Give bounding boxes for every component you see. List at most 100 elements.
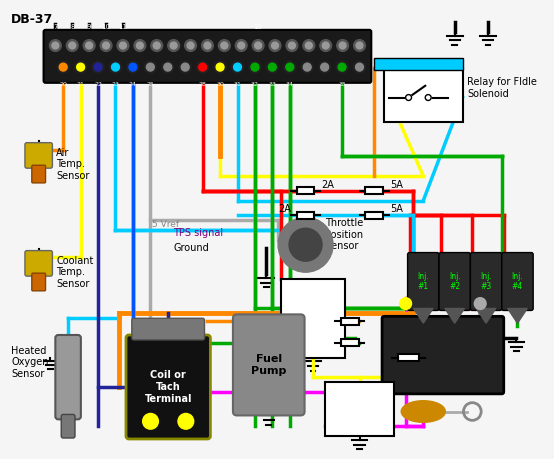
Circle shape	[234, 63, 242, 71]
Circle shape	[170, 42, 177, 49]
Circle shape	[303, 39, 315, 51]
Text: DB-37: DB-37	[11, 13, 53, 26]
Text: Inj.
#4: Inj. #4	[511, 272, 524, 291]
Circle shape	[164, 63, 172, 71]
Text: 23: 23	[111, 82, 120, 87]
Circle shape	[238, 42, 245, 49]
Text: 84: 84	[308, 345, 318, 353]
FancyBboxPatch shape	[32, 165, 45, 183]
FancyBboxPatch shape	[25, 251, 53, 276]
Text: 11: 11	[119, 24, 127, 30]
Circle shape	[184, 39, 197, 51]
Circle shape	[356, 42, 363, 49]
Text: 34: 34	[286, 82, 294, 87]
Text: 87: 87	[283, 282, 293, 291]
Circle shape	[221, 42, 228, 49]
Text: 84: 84	[355, 426, 364, 432]
FancyBboxPatch shape	[382, 316, 504, 394]
Circle shape	[146, 63, 154, 71]
Bar	[375, 58, 463, 70]
FancyBboxPatch shape	[126, 335, 211, 439]
Circle shape	[52, 42, 59, 49]
FancyBboxPatch shape	[55, 335, 81, 420]
FancyBboxPatch shape	[470, 252, 502, 310]
Circle shape	[319, 61, 331, 73]
Circle shape	[232, 61, 243, 73]
Circle shape	[86, 42, 93, 49]
Circle shape	[252, 39, 264, 51]
Circle shape	[92, 61, 104, 73]
Text: 87: 87	[333, 282, 343, 291]
Circle shape	[474, 298, 486, 309]
Text: 32: 32	[251, 82, 259, 87]
Circle shape	[117, 39, 129, 51]
Circle shape	[57, 61, 69, 73]
Circle shape	[337, 39, 348, 51]
FancyBboxPatch shape	[233, 314, 305, 415]
Text: 10 A: 10 A	[322, 330, 344, 340]
Circle shape	[134, 39, 146, 51]
Text: 9: 9	[87, 24, 91, 30]
Text: 35: 35	[338, 82, 346, 87]
Circle shape	[305, 42, 312, 49]
Text: 28: 28	[199, 82, 207, 87]
Circle shape	[322, 42, 329, 49]
Bar	[297, 212, 314, 218]
Text: Fuel
Pump: Fuel Pump	[251, 354, 286, 376]
Text: 21: 21	[76, 82, 85, 87]
Text: 30: 30	[216, 82, 224, 87]
Text: Coil or
Tach
Terminal: Coil or Tach Terminal	[145, 370, 192, 403]
Circle shape	[187, 42, 194, 49]
Text: 10: 10	[101, 24, 111, 30]
Circle shape	[251, 63, 259, 71]
Circle shape	[400, 298, 412, 309]
Circle shape	[249, 61, 261, 73]
Text: Ground: Ground	[173, 243, 209, 252]
Circle shape	[214, 61, 226, 73]
Polygon shape	[507, 308, 527, 323]
Circle shape	[353, 39, 366, 51]
Text: 87: 87	[381, 387, 390, 393]
Text: 5A: 5A	[390, 180, 403, 190]
Circle shape	[49, 39, 61, 51]
Circle shape	[197, 61, 208, 73]
Bar	[341, 318, 358, 325]
Bar	[366, 212, 383, 218]
Polygon shape	[413, 308, 433, 323]
Circle shape	[66, 39, 78, 51]
Text: 16: 16	[254, 24, 263, 30]
Circle shape	[168, 39, 179, 51]
Circle shape	[76, 63, 85, 71]
Polygon shape	[476, 308, 496, 323]
Text: Heated
Oxygen
Sensor: Heated Oxygen Sensor	[11, 346, 49, 379]
Text: 22: 22	[94, 82, 102, 87]
Circle shape	[202, 39, 213, 51]
Text: 7: 7	[53, 24, 58, 30]
Circle shape	[110, 61, 121, 73]
Circle shape	[266, 61, 278, 73]
Circle shape	[286, 63, 294, 71]
Circle shape	[204, 42, 211, 49]
Circle shape	[151, 39, 163, 51]
Circle shape	[353, 61, 366, 73]
Ellipse shape	[401, 401, 445, 422]
FancyBboxPatch shape	[32, 273, 45, 291]
Text: 30: 30	[308, 283, 318, 292]
Circle shape	[235, 39, 247, 51]
Text: Air
Temp.
Sensor: Air Temp. Sensor	[57, 148, 90, 181]
Text: 2A: 2A	[321, 180, 334, 190]
Circle shape	[69, 42, 76, 49]
Circle shape	[129, 63, 137, 71]
Bar	[366, 187, 383, 194]
Circle shape	[271, 42, 279, 49]
Text: Relay for FIdle
Solenoid: Relay for FIdle Solenoid	[468, 77, 537, 99]
Circle shape	[289, 42, 295, 49]
Circle shape	[179, 61, 191, 73]
Text: 25: 25	[146, 82, 155, 87]
Circle shape	[289, 228, 322, 261]
Circle shape	[406, 95, 412, 101]
Circle shape	[286, 39, 298, 51]
Text: 20: 20	[59, 82, 67, 87]
Circle shape	[320, 39, 332, 51]
Circle shape	[94, 63, 102, 71]
